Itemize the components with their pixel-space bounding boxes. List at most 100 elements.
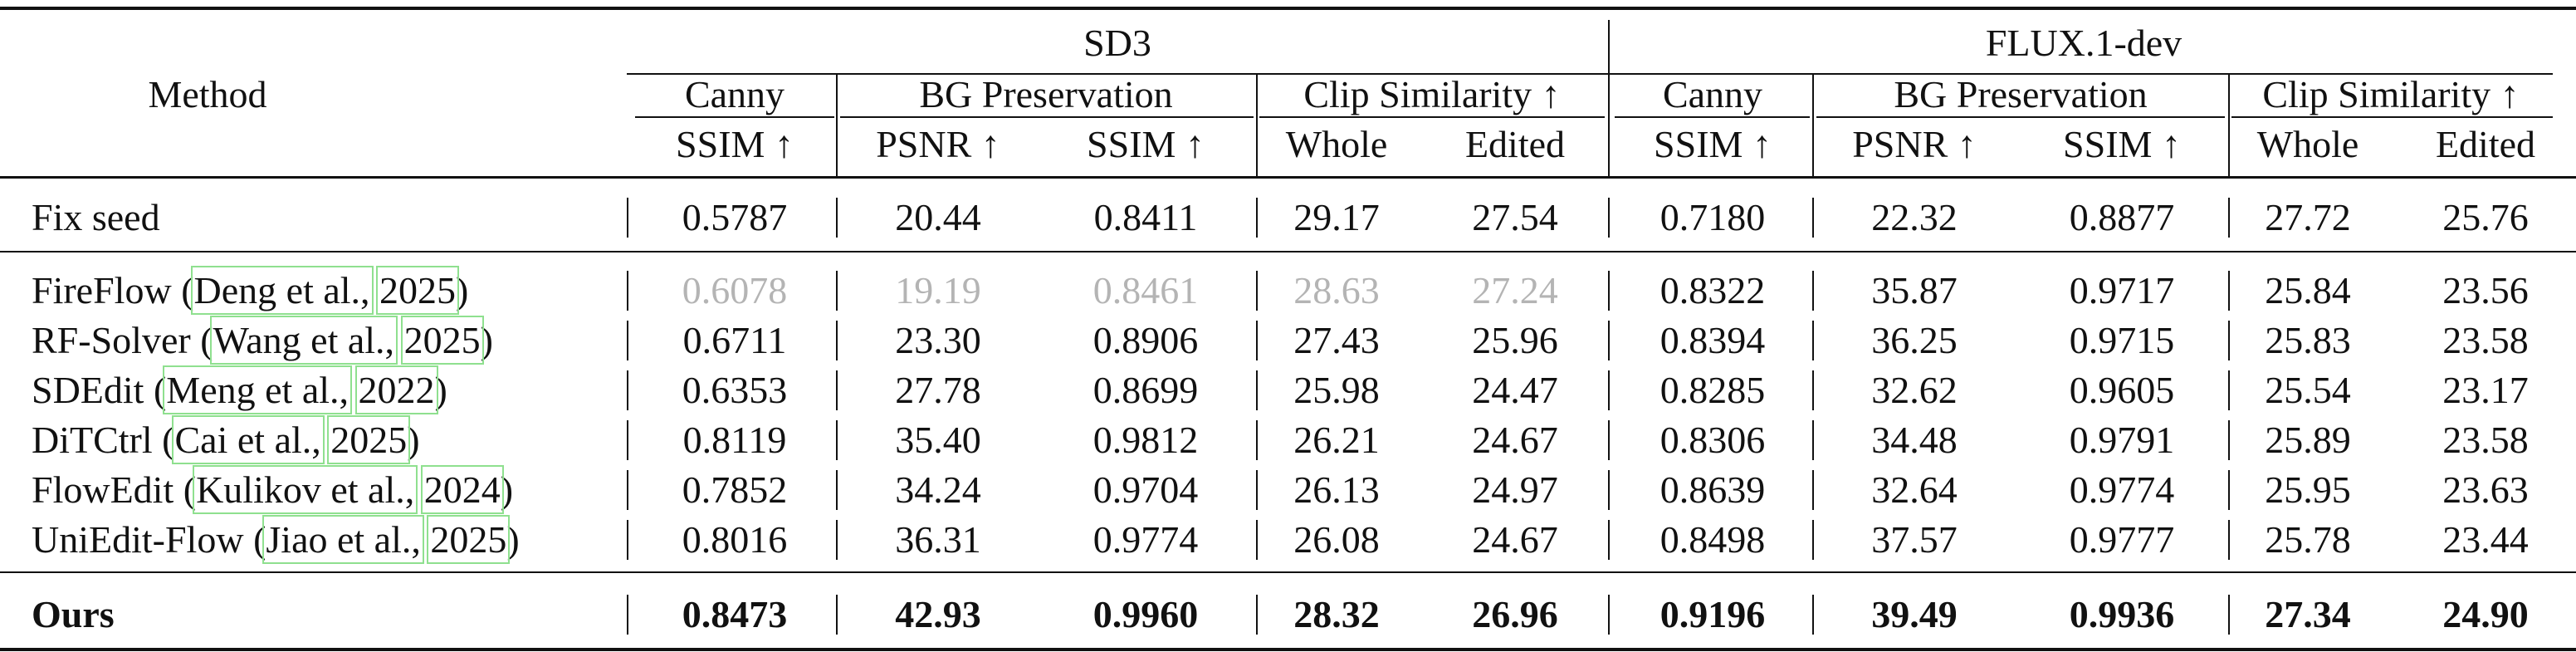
citation-author-link[interactable]: Jiao et al.,	[262, 515, 424, 564]
sd3-value: 27.78	[895, 369, 981, 411]
group-separator	[1812, 73, 1814, 176]
cell-separator	[2228, 420, 2230, 460]
cell-separator	[627, 321, 628, 360]
method-cell: Fix seed	[32, 199, 160, 237]
header-metric: PSNR ↑	[876, 123, 1000, 165]
flux-value: 0.8322	[1659, 269, 1766, 311]
sd3-value: 0.6353	[682, 369, 788, 411]
cell-separator	[1608, 198, 1610, 238]
flux-value: 25.54	[2265, 369, 2351, 411]
cell-separator	[1608, 470, 1610, 510]
sd3-value: 26.13	[1293, 468, 1380, 511]
method-name: FlowEdit	[32, 468, 174, 511]
flux-value: 0.9791	[2069, 419, 2175, 461]
method-name: DiTCtrl	[32, 419, 153, 461]
sd3-value: 24.97	[1472, 468, 1558, 511]
sd3-value: 23.30	[895, 319, 981, 361]
model-separator	[1608, 20, 1610, 176]
cell-separator	[627, 198, 628, 238]
sd3-value: 0.7852	[682, 468, 788, 511]
flux-value: 25.76	[2442, 196, 2529, 238]
flux-value: 23.56	[2442, 269, 2529, 311]
cell-separator	[627, 595, 628, 635]
method-cell: DiTCtrl (Cai et al., 2025)	[32, 415, 420, 464]
sd3-value: 35.40	[895, 419, 981, 461]
header-method: Method	[148, 73, 267, 115]
cell-separator	[836, 470, 838, 510]
header-metric: Edited	[2435, 123, 2536, 165]
citation-author-link[interactable]: Kulikov et al.,	[193, 465, 418, 514]
cell-separator	[627, 470, 628, 510]
sd3-value: 25.96	[1472, 319, 1558, 361]
sd3-value: 36.31	[895, 518, 981, 561]
ours-rule	[0, 571, 2576, 573]
cell-separator	[1256, 370, 1258, 410]
sd3-value: 26.21	[1293, 419, 1380, 461]
flux-value: 34.48	[1871, 419, 1958, 461]
method-name: RF-Solver	[32, 319, 191, 361]
cell-separator	[1608, 370, 1610, 410]
method-cell: SDEdit (Meng et al., 2022)	[32, 365, 447, 414]
flux-value: 0.9717	[2069, 269, 2175, 311]
flux-value: 0.9936	[2069, 593, 2175, 635]
sd3-value: 0.8473	[682, 593, 788, 635]
flux-value: 25.84	[2265, 269, 2351, 311]
header-metric: PSNR ↑	[1852, 123, 1977, 165]
cell-separator	[2228, 370, 2230, 410]
cell-separator	[1256, 520, 1258, 560]
citation-author-link[interactable]: Cai et al.,	[171, 415, 325, 464]
flux-value: 25.89	[2265, 419, 2351, 461]
flux-value: 23.58	[2442, 319, 2529, 361]
citation-author-link[interactable]: Deng et al.,	[190, 266, 374, 315]
citation-year-link[interactable]: 2024	[420, 465, 504, 514]
flux-value: 39.49	[1871, 593, 1958, 635]
method-name: FireFlow	[32, 269, 172, 311]
cell-separator	[1256, 321, 1258, 360]
citation-year-link[interactable]: 2025	[376, 266, 460, 315]
header-group: BG Preservation	[919, 73, 1173, 115]
citation-author-link[interactable]: Meng et al.,	[163, 365, 353, 414]
cell-separator	[627, 370, 628, 410]
sd3-value: 0.9960	[1092, 593, 1199, 635]
header-metric: Whole	[1285, 123, 1388, 165]
sd3-value: 0.8411	[1093, 196, 1198, 238]
cell-separator	[2228, 321, 2230, 360]
header-group: Canny	[1662, 73, 1763, 115]
cell-separator	[1608, 595, 1610, 635]
flux-value: 0.9777	[2069, 518, 2175, 561]
group-underline	[1816, 116, 2225, 118]
group-underline	[635, 116, 834, 118]
cell-separator	[1608, 321, 1610, 360]
flux-value: 37.57	[1871, 518, 1958, 561]
citation-author-link[interactable]: Wang et al.,	[209, 316, 398, 365]
flux-value: 27.34	[2265, 593, 2351, 635]
flux-value: 36.25	[1871, 319, 1958, 361]
cell-separator	[1812, 470, 1814, 510]
sd3-value: 0.8119	[682, 419, 787, 461]
citation-year-link[interactable]: 2025	[400, 316, 484, 365]
header-metric: Whole	[2256, 123, 2359, 165]
cell-separator	[1256, 420, 1258, 460]
flux-value: 24.90	[2442, 593, 2529, 635]
sd3-value: 0.8461	[1092, 269, 1199, 311]
flux-value: 0.9605	[2069, 369, 2175, 411]
cell-separator	[1256, 595, 1258, 635]
cell-separator	[1812, 271, 1814, 311]
header-group: Canny	[684, 73, 785, 115]
flux-value: 0.9774	[2069, 468, 2175, 511]
group-underline	[2231, 116, 2553, 118]
flux-value: 27.72	[2265, 196, 2351, 238]
flux-value: 23.58	[2442, 419, 2529, 461]
sd3-value: 25.98	[1293, 369, 1380, 411]
sd3-value: 34.24	[895, 468, 981, 511]
sd3-value: 0.8906	[1092, 319, 1199, 361]
top-rule	[0, 7, 2576, 10]
flux-value: 32.62	[1871, 369, 1958, 411]
citation-year-link[interactable]: 2022	[354, 365, 438, 414]
flux-value: 25.95	[2265, 468, 2351, 511]
cell-separator	[836, 198, 838, 238]
citation-year-link[interactable]: 2025	[427, 515, 511, 564]
citation-year-link[interactable]: 2025	[327, 415, 411, 464]
flux-value: 22.32	[1871, 196, 1958, 238]
